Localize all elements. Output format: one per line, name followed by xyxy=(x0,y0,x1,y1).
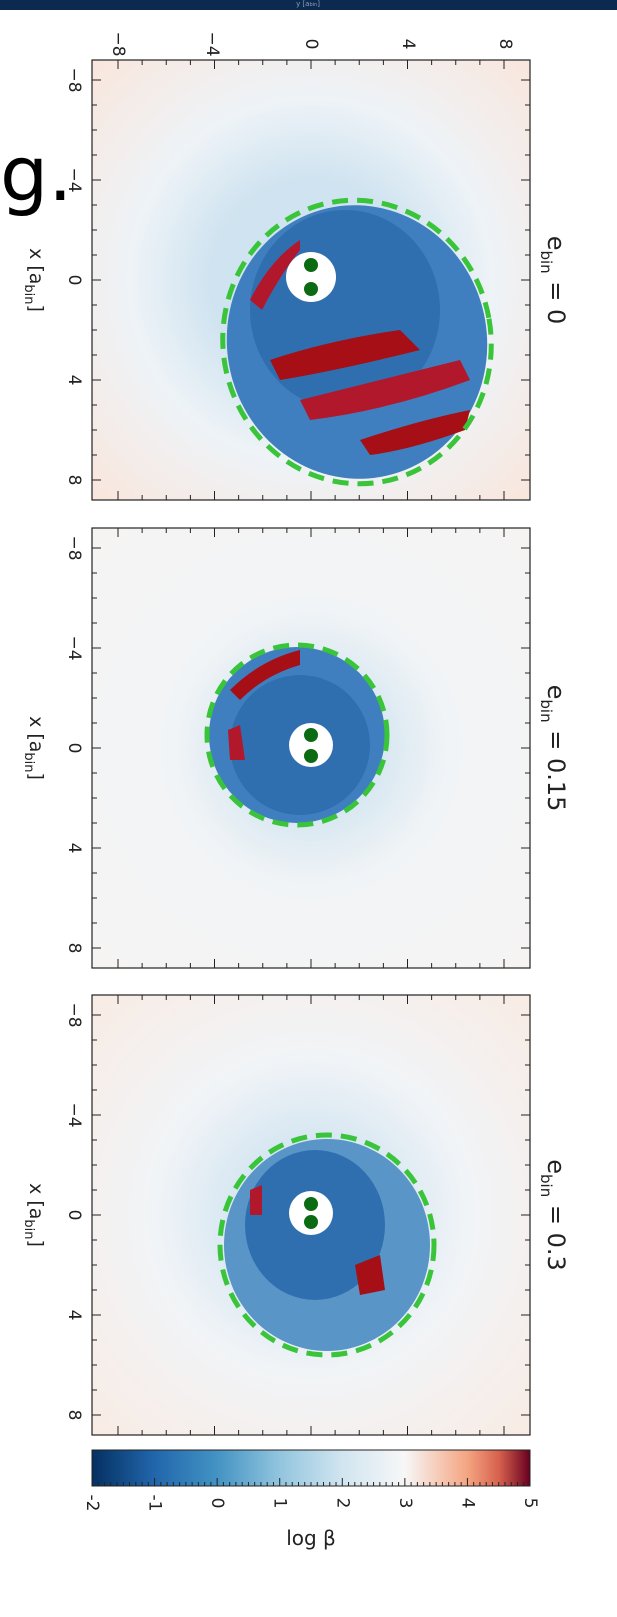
x-axis-label: x [abin] xyxy=(21,1183,48,1247)
x-axis-label-part: ] xyxy=(26,773,48,780)
x-tick-label: 8 xyxy=(64,943,84,954)
x-tick-label: 8 xyxy=(64,475,84,486)
panel-title-part: = 0.15 xyxy=(542,723,570,812)
x-axis-label: x [abin] xyxy=(21,248,48,312)
colorbar-tick-label: 0 xyxy=(207,1498,227,1509)
colorbar-tick-label: 3 xyxy=(395,1498,415,1509)
panel-image xyxy=(92,60,530,505)
panel-image xyxy=(92,528,530,968)
colorbar-tick-label: -2 xyxy=(82,1495,102,1512)
x-tick-label: −4 xyxy=(64,635,84,660)
colorbar-tick-label: 4 xyxy=(457,1498,477,1509)
header-text: y [abin] xyxy=(296,0,320,8)
colorbar-tick-label: 1 xyxy=(270,1498,290,1509)
x-axis-label-part: ] xyxy=(26,305,48,312)
x-tick-label: −4 xyxy=(64,167,84,192)
colorbar-label: log β xyxy=(286,1526,336,1550)
panel-title: ebin = 0.15 xyxy=(538,685,571,812)
colorbar-tick-label: 5 xyxy=(520,1498,540,1509)
overlay-text: g. xyxy=(0,129,72,218)
panel-title-part: = 0 xyxy=(542,274,570,325)
x-axis-label: x [abin] xyxy=(21,716,48,780)
x-tick-label: 8 xyxy=(64,1410,84,1421)
colorbar xyxy=(92,1450,530,1486)
panel-title-part: bin xyxy=(538,699,556,722)
x-axis-label-part: bin xyxy=(21,752,36,772)
colorbar-tick-label: -1 xyxy=(145,1495,165,1512)
x-tick-label: 0 xyxy=(64,275,84,286)
y-tick-label: 0 xyxy=(301,39,321,50)
x-tick-label: −8 xyxy=(64,67,84,92)
x-tick-label: 0 xyxy=(64,743,84,754)
panel-title-part: bin xyxy=(538,1174,556,1197)
y-tick-label: −8 xyxy=(108,31,128,56)
panel-title: ebin = 0 xyxy=(538,236,571,325)
panel-title-part: e xyxy=(542,1159,570,1174)
panel-image xyxy=(92,995,530,1435)
x-tick-label: 4 xyxy=(64,375,84,386)
x-axis-label-part: x [a xyxy=(26,248,48,284)
panel-title-part: e xyxy=(542,236,570,251)
panel-title: ebin = 0.3 xyxy=(538,1159,571,1271)
y-tick-label: 4 xyxy=(398,39,418,50)
x-axis-label-part: bin xyxy=(21,1219,36,1239)
panel-title-part: = 0.3 xyxy=(542,1197,570,1271)
panel-title-part: bin xyxy=(538,250,556,273)
y-tick-label: 8 xyxy=(495,39,515,50)
x-tick-label: 0 xyxy=(64,1210,84,1221)
x-tick-label: −8 xyxy=(64,1002,84,1027)
colorbar-tick-label: 2 xyxy=(332,1498,352,1509)
panel-title-part: e xyxy=(542,685,570,700)
x-axis-label-part: ] xyxy=(26,1240,48,1247)
x-tick-label: −4 xyxy=(64,1102,84,1127)
x-tick-label: 4 xyxy=(64,1310,84,1321)
x-axis-label-part: bin xyxy=(21,284,36,304)
y-tick-label: −4 xyxy=(202,31,222,56)
x-tick-label: −8 xyxy=(64,535,84,560)
x-axis-label-part: x [a xyxy=(26,716,48,752)
x-tick-label: 4 xyxy=(64,843,84,854)
x-axis-label-part: x [a xyxy=(26,1183,48,1219)
figure: y [abin] g. −8 −8 −4 −4 xyxy=(0,0,617,1617)
